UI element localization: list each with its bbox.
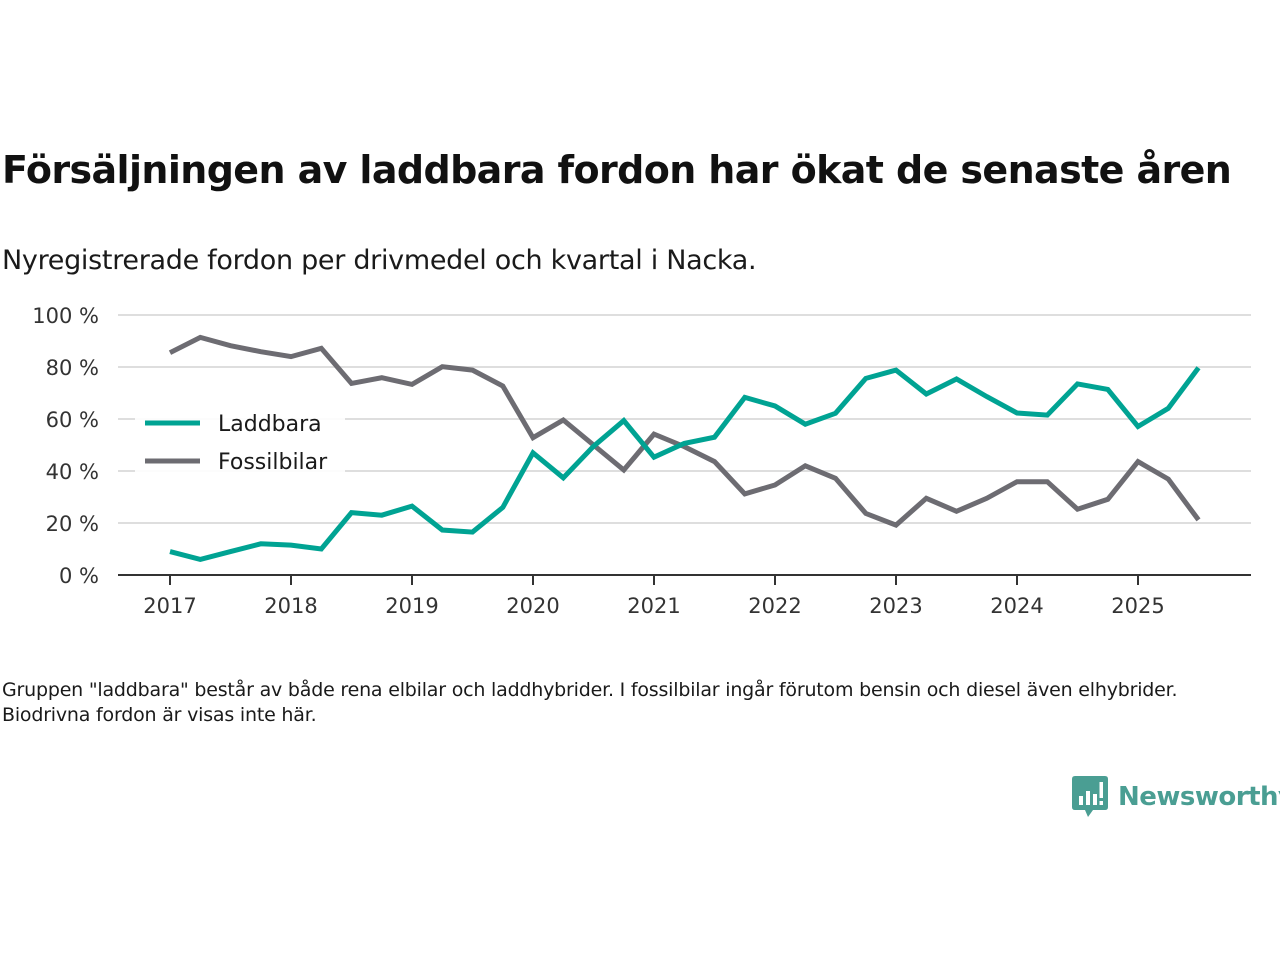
chart-title: Försäljningen av laddbara fordon har öka… — [2, 148, 1232, 192]
y-tick-label: 0 % — [59, 564, 99, 588]
x-tick-label: 2017 — [143, 594, 196, 618]
x-tick-label: 2022 — [748, 594, 801, 618]
x-tick-label: 2025 — [1111, 594, 1164, 618]
x-tick-label: 2018 — [264, 594, 317, 618]
series-line-laddbara — [169, 366, 1201, 562]
legend-label: Laddbara — [218, 412, 322, 437]
x-tick-label: 2024 — [990, 594, 1043, 618]
chart-subtitle: Nyregistrerade fordon per drivmedel och … — [2, 245, 757, 276]
y-tick-label: 100 % — [32, 304, 99, 328]
series-line-fossilbilar — [168, 334, 1201, 528]
y-tick-label: 80 % — [46, 356, 99, 380]
x-tick-label: 2020 — [506, 594, 559, 618]
y-tick-label: 40 % — [46, 460, 99, 484]
x-tick-label: 2021 — [627, 594, 680, 618]
x-tick-label: 2019 — [385, 594, 438, 618]
newsworthy-logo-icon — [1072, 776, 1108, 817]
x-tick-label: 2023 — [869, 594, 922, 618]
y-tick-label: 20 % — [46, 512, 99, 536]
y-tick-label: 60 % — [46, 408, 99, 432]
series-lines — [168, 334, 1201, 562]
line-chart: 0 % 20 % 40 % 60 % 80 % 100 % 2017 2018 2019 202… — [32, 304, 1251, 618]
legend-background — [135, 405, 345, 485]
y-axis-tick-labels: 0 % 20 % 40 % 60 % 80 % 100 % — [32, 304, 99, 588]
x-axis-ticks: 2017 2018 2019 2020 2021 2022 2023 2024 2025 — [143, 575, 1165, 618]
newsworthy-logo-text: Newsworthy — [1118, 782, 1280, 812]
newsworthy-logo[interactable]: Newsworthy — [1072, 776, 1280, 818]
footnote: Gruppen "laddbara" består av både rena e… — [2, 679, 1178, 726]
legend-label: Fossilbilar — [218, 450, 328, 475]
legend: Laddbara Fossilbilar — [135, 405, 345, 485]
